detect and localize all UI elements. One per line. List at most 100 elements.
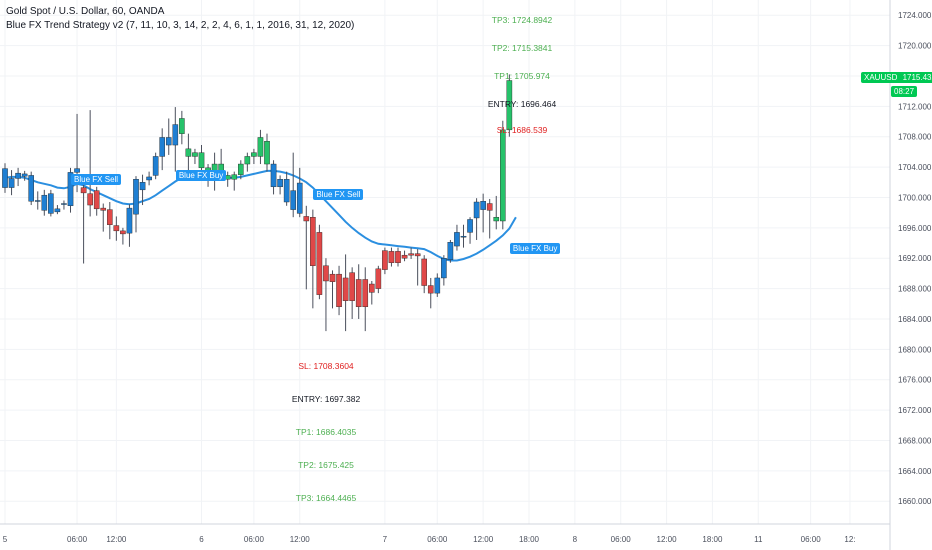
- candle-body: [106, 209, 113, 225]
- time-tick-label: 12:00: [106, 535, 127, 544]
- time-tick-label: 06:00: [67, 535, 88, 544]
- candle-body: [251, 152, 257, 157]
- price-tick-label: 1664.000: [898, 467, 932, 476]
- candle-body: [87, 193, 93, 206]
- candle-body: [126, 207, 133, 234]
- candle-body: [349, 272, 355, 301]
- candle-body: [336, 273, 342, 308]
- candle-body: [133, 179, 139, 215]
- time-tick-label: 8: [573, 535, 578, 544]
- candle-body: [61, 203, 67, 205]
- candle-body: [414, 253, 421, 257]
- time-axis[interactable]: 5 06:00 12:00 6 06:00 12:00 7 06:00 12:00 18:00 8 0…: [0, 523, 890, 544]
- price-tick-label: 1692.000: [898, 254, 932, 263]
- candle-body: [93, 190, 100, 210]
- time-tick-label: 12:00: [473, 535, 494, 544]
- candle-body: [486, 203, 493, 211]
- candle-body: [395, 251, 401, 263]
- candle-body: [237, 163, 244, 175]
- candle-body: [244, 156, 251, 165]
- candle-body: [369, 283, 375, 293]
- time-tick-label: 06:00: [427, 535, 448, 544]
- candle-body: [120, 230, 126, 235]
- candle-body: [323, 265, 329, 282]
- symbol-title: Gold Spot / U.S. Dollar, 60, OANDA: [6, 6, 165, 17]
- candle-body: [277, 179, 283, 188]
- price-tick-label: 1708.000: [898, 133, 932, 142]
- candle-body: [290, 190, 297, 210]
- signal-buy-tag: Blue FX Buy: [509, 243, 561, 254]
- long-tp-label: TP3: 1724.8942: [491, 15, 553, 25]
- candle-body: [152, 156, 159, 176]
- time-tick-label: 06:00: [611, 535, 632, 544]
- candle-body: [113, 225, 120, 232]
- price-tick-label: 1704.000: [898, 163, 932, 172]
- short-tp-label: TP2: 1675.425: [298, 460, 354, 470]
- price-tick-label: 1668.000: [898, 436, 932, 445]
- time-tick-label: 5: [3, 535, 8, 544]
- price-tick-label: 1724.000: [898, 11, 932, 20]
- candle-body: [54, 208, 61, 213]
- candle-body: [2, 168, 8, 188]
- price-tick-label: 1672.000: [898, 406, 932, 415]
- candle-body: [342, 277, 349, 301]
- long-tp-label: TP1: 1705.974: [494, 71, 550, 81]
- candle-body: [41, 194, 48, 211]
- price-axis[interactable]: 1660.000 1664.000 1668.000 1672.000 1676.000…: [889, 0, 932, 550]
- candle-body: [15, 172, 21, 179]
- time-tick-label: 12:00: [657, 535, 678, 544]
- candle-body: [165, 137, 172, 146]
- price-tick-label: 1700.000: [898, 193, 932, 202]
- candle-body: [264, 141, 270, 165]
- candles-layer: [2, 74, 513, 332]
- price-tick-label: 1712.000: [898, 102, 932, 111]
- short-entry-label: ENTRY: 1697.382: [291, 394, 361, 404]
- long-entry-label: ENTRY: 1696.464: [487, 99, 557, 109]
- candle-body: [8, 178, 15, 188]
- short-tp-label: TP1: 1686.4035: [295, 427, 357, 437]
- candle-body: [421, 258, 428, 286]
- candle-body: [506, 80, 513, 131]
- candle-body: [493, 216, 500, 222]
- candle-body: [34, 200, 41, 202]
- candle-body: [296, 182, 303, 214]
- candle-body: [179, 118, 185, 134]
- signal-sell-tag: Blue FX Sell: [313, 189, 364, 200]
- chart-grid: [0, 0, 890, 524]
- candle-body: [310, 216, 316, 266]
- candle-body: [146, 176, 152, 181]
- candle-body: [427, 285, 434, 294]
- candle-body: [388, 251, 395, 263]
- candle-body: [316, 232, 323, 295]
- price-tick-label: 1680.000: [898, 345, 932, 354]
- price-tick-label: 1660.000: [898, 497, 932, 506]
- candle-body: [480, 201, 486, 210]
- time-tick-label: 6: [199, 535, 204, 544]
- price-tick-label: 1684.000: [898, 315, 932, 324]
- candle-body: [231, 174, 238, 180]
- candle-body: [270, 163, 277, 188]
- candle-body: [74, 168, 80, 173]
- candle-body: [375, 268, 382, 289]
- candle-body: [28, 175, 35, 202]
- candle-body: [21, 173, 28, 177]
- long-tp-label: TP2: 1715.3841: [491, 43, 553, 53]
- time-tick-label: 18:00: [519, 535, 540, 544]
- time-tick-label: 06:00: [244, 535, 265, 544]
- price-tag-value: 1715.432: [902, 73, 932, 82]
- candle-body: [441, 258, 447, 279]
- price-countdown: 08:27: [891, 86, 918, 97]
- price-tick-label: 1696.000: [898, 224, 932, 233]
- candle-body: [473, 201, 480, 219]
- candle-body: [401, 254, 408, 259]
- signal-sell-tag: Blue FX Sell: [71, 174, 122, 185]
- candle-body: [500, 129, 506, 222]
- strategy-title: Blue FX Trend Strategy v2 (7, 11, 10, 3,…: [6, 20, 355, 31]
- candle-body: [382, 250, 388, 270]
- candle-body: [303, 216, 310, 222]
- price-tick-label: 1676.000: [898, 376, 932, 385]
- candle-body: [447, 242, 454, 260]
- candle-body: [67, 172, 74, 207]
- candle-body: [48, 193, 54, 214]
